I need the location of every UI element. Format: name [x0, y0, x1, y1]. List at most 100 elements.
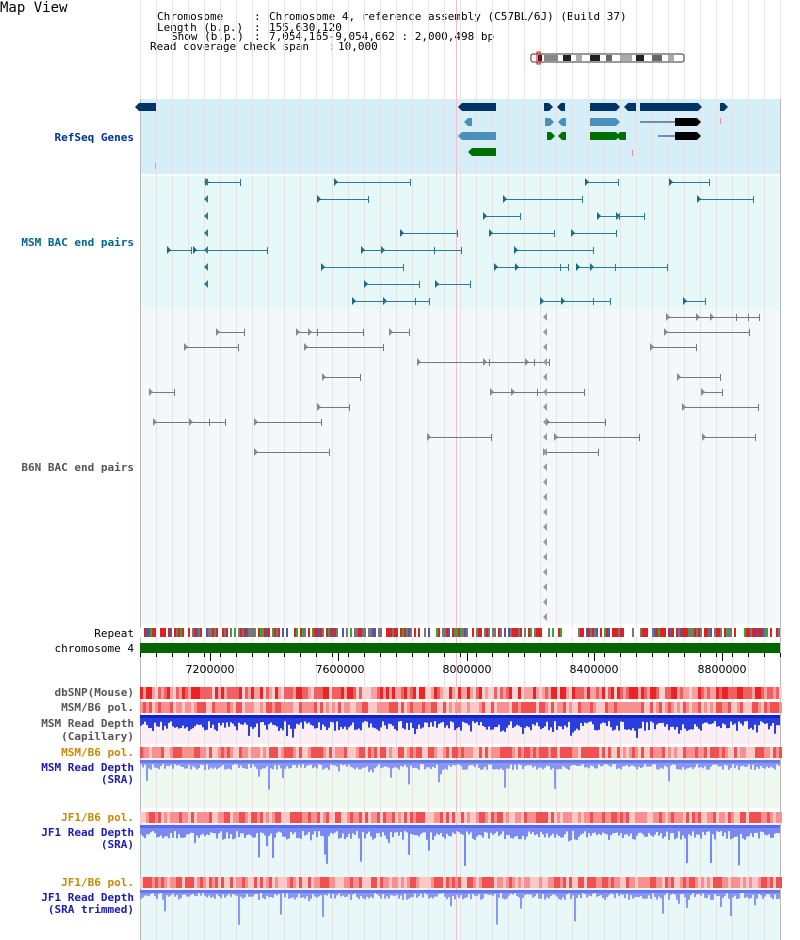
repeat-element [524, 628, 526, 637]
msm-cap-depth-bar [516, 715, 518, 725]
jf1-sra-depth-bar [540, 825, 542, 832]
repeat-element [762, 628, 764, 637]
jf1-b6-pol-2-cell [350, 877, 353, 888]
track-label-dbsnp[interactable]: dbSNP(Mouse) [54, 686, 134, 699]
msm-cap-depth-bar [414, 715, 416, 735]
jf1-b6-pol-cell [143, 812, 146, 823]
msm-b6-pol-2-cell [326, 747, 329, 758]
jf1-b6-pol-2-cell [578, 877, 581, 888]
msm-b6-pol-2-cell [278, 747, 281, 758]
msm-cap-depth-bar [674, 715, 676, 730]
jf1-b6-pol-cell [710, 812, 713, 823]
msm-b6-pol-2-cell [563, 747, 566, 758]
msm-b6-pol-2-cell [254, 747, 257, 758]
track-label-msm-b6-pol-2[interactable]: MSM/B6 pol. [61, 746, 134, 759]
msm-b6-pol-cell [707, 702, 710, 713]
track-label-jf1-depth-trim[interactable]: JF1 Read Depth [41, 891, 134, 904]
jf1-sra-depth-bar [368, 825, 370, 832]
msm-b6-pol-cell [491, 702, 494, 713]
repeat-element [462, 628, 464, 637]
msm-b6-pol-cell [755, 702, 758, 713]
msm-b6-pol-cell [596, 702, 599, 713]
msm-sra-depth-bar [262, 760, 264, 769]
msm-b6-pol-2-cell [260, 747, 263, 758]
ideogram-band [652, 55, 662, 61]
jf1-b6-pol-cell [353, 812, 356, 823]
jf1-b6-pol-2-cell [536, 877, 539, 888]
msm-cap-depth-bar [292, 715, 294, 738]
msm-sra-depth-bar [146, 760, 148, 781]
msm-cap-depth-bar [396, 715, 398, 731]
jf1-b6-pol-2-cell [251, 877, 254, 888]
msm-b6-pol-cell [662, 702, 665, 713]
repeat-element [486, 628, 488, 637]
msm-cap-depth-bar [694, 715, 696, 725]
msm-b6-pol-cell [200, 702, 203, 713]
jf1-b6-pol-2-cell [272, 877, 275, 888]
msm-sra-depth-bar [720, 760, 722, 767]
track-label-jf1-b6-pol-2[interactable]: JF1/B6 pol. [61, 876, 134, 889]
msm-b6-pol-2-cell [557, 747, 560, 758]
gene-feature [472, 148, 496, 156]
jf1-sra-depth-bar [616, 825, 618, 833]
b6n-bac-end-tick [225, 419, 226, 426]
jf1-trim-depth-bar [206, 890, 208, 898]
msm-sra-depth-bar [204, 760, 206, 770]
jf1-b6-pol-cell [248, 812, 251, 823]
msm-sra-depth-bar [430, 760, 432, 770]
track-label-msm-b6-pol-1[interactable]: MSM/B6 pol. [61, 701, 134, 714]
jf1-b6-pol-2-cell [287, 877, 290, 888]
msm-sra-depth-bar [702, 760, 704, 769]
jf1-sra-depth-bar [206, 825, 208, 835]
jf1-sra-depth-bar [696, 825, 698, 835]
msm-sra-depth-bar [758, 760, 760, 769]
jf1-b6-pol-cell [290, 812, 293, 823]
msm-cap-depth-bar [184, 715, 186, 729]
track-label-refseq[interactable]: RefSeq Genes [54, 131, 134, 144]
msm-cap-depth-bar [696, 715, 698, 727]
msm-sra-depth-bar [314, 760, 316, 767]
jf1-b6-pol-2-cell [293, 877, 296, 888]
jf1-trim-depth-bar [684, 890, 686, 898]
jf1-sra-depth-bar [144, 825, 146, 839]
msm-sra-depth-bar [198, 760, 200, 769]
msm-cap-depth-bar [518, 715, 520, 726]
jf1-sra-depth-bar [322, 825, 324, 837]
msm-b6-pol-cell [503, 702, 506, 713]
msm-b6-pol-2-cell [263, 747, 266, 758]
msm-b6-pol-cell [188, 702, 191, 713]
msm-cap-depth-bar [228, 715, 230, 727]
msm-b6-pol-2-cell [650, 747, 653, 758]
msm-b6-pol-cell [296, 702, 299, 713]
jf1-sra-depth-bar [332, 825, 334, 834]
jf1-trim-depth-bar [688, 890, 690, 900]
msm-b6-pol-cell [530, 702, 533, 713]
dbsnp-cell [257, 687, 260, 699]
jf1-sra-depth-bar [682, 825, 684, 836]
track-label-msm-depth-cap[interactable]: MSM Read Depth [41, 717, 134, 730]
jf1-b6-pol-2-cell [620, 877, 623, 888]
jf1-sra-depth-bar [150, 825, 152, 833]
jf1-b6-pol-cell [719, 812, 722, 823]
jf1-sra-depth-bar [554, 825, 556, 838]
track-label-jf1-depth-sra[interactable]: JF1 Read Depth [41, 826, 134, 839]
jf1-b6-pol-2-cell [185, 877, 188, 888]
jf1-sra-depth-bar [652, 825, 654, 837]
track-label-jf1-b6-pol-1[interactable]: JF1/B6 pol. [61, 811, 134, 824]
jf1-sra-depth-bar [470, 825, 472, 833]
msm-bac-end-tick [753, 196, 754, 203]
track-label-msm-bac[interactable]: MSM BAC end pairs [21, 236, 134, 249]
jf1-b6-pol-cell [728, 812, 731, 823]
track-label-msm-depth-sra[interactable]: MSM Read Depth [41, 761, 134, 774]
msm-sra-depth-bar [256, 760, 258, 769]
msm-cap-depth-bar [262, 715, 264, 722]
jf1-trim-depth-bar [606, 890, 608, 898]
track-label-b6n-bac[interactable]: B6N BAC end pairs [21, 461, 134, 474]
jf1-b6-pol-2-cell [533, 877, 536, 888]
jf1-b6-pol-2-cell [677, 877, 680, 888]
msm-b6-pol-2-cell [647, 747, 650, 758]
jf1-sra-depth-bar [668, 825, 670, 840]
jf1-b6-pol-2-cell [362, 877, 365, 888]
jf1-b6-pol-2-cell [608, 877, 611, 888]
